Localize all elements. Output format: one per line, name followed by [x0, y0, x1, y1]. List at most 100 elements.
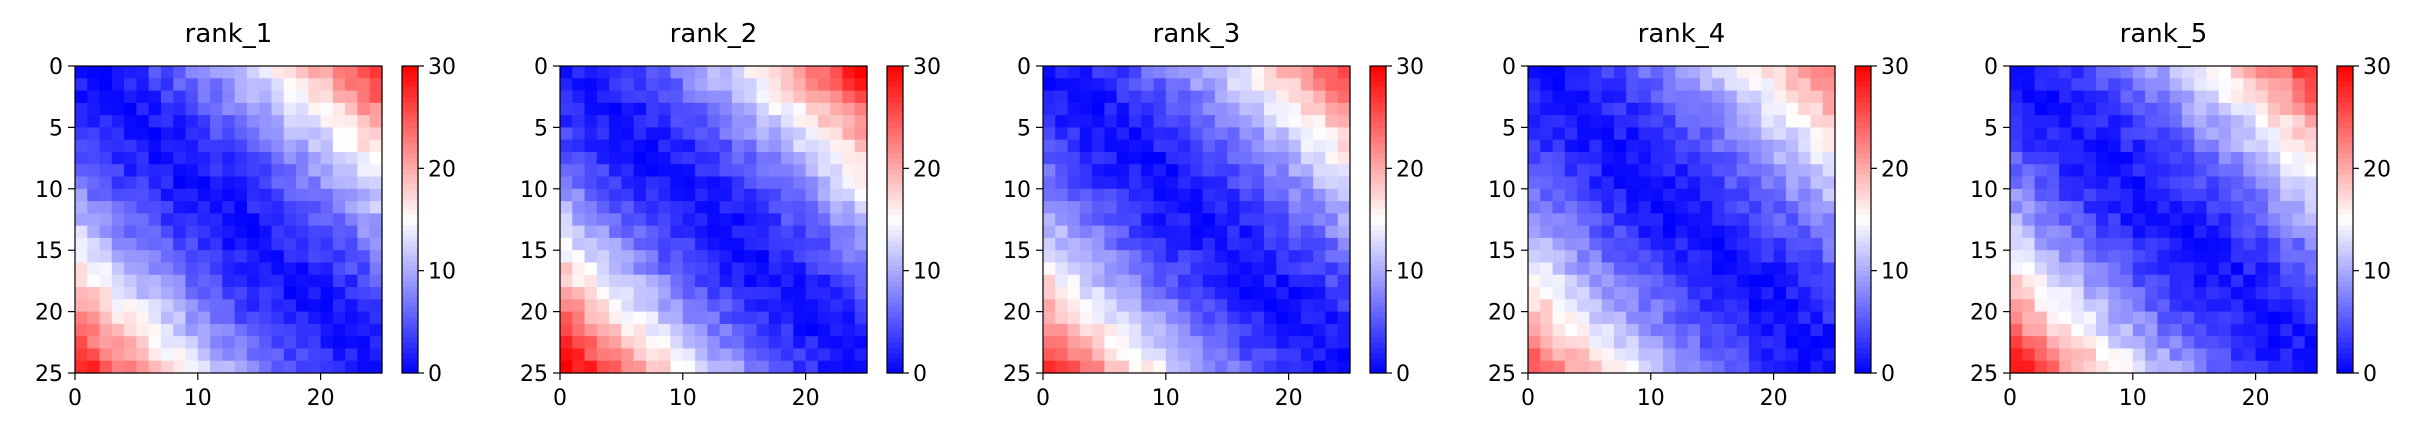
heatmap-cell — [1067, 299, 1081, 313]
heatmap-cell — [2108, 78, 2122, 92]
heatmap-cell — [1552, 274, 1566, 288]
heatmap-cell — [2194, 90, 2208, 104]
heatmap-cell — [2132, 213, 2146, 227]
heatmap-cell — [2292, 323, 2306, 337]
heatmap-cell — [670, 102, 684, 116]
colorbar-segment — [1855, 286, 1871, 292]
heatmap-cell — [1798, 299, 1812, 313]
heatmap-cell — [1116, 287, 1130, 300]
heatmap-cell — [817, 213, 831, 227]
heatmap-cell — [259, 311, 273, 325]
heatmap-cell — [136, 164, 150, 178]
heatmap-cell — [1190, 360, 1204, 374]
heatmap-cell — [1104, 90, 1118, 104]
heatmap-cell — [707, 115, 721, 128]
heatmap-cell — [670, 360, 684, 374]
heatmap-cell — [148, 151, 162, 165]
heatmap-cell — [1724, 176, 1738, 190]
heatmap-cell — [1540, 176, 1554, 190]
heatmap-cell — [1724, 66, 1738, 79]
heatmap-cell — [744, 139, 758, 153]
heatmap-cell — [1313, 164, 1327, 178]
heatmap-cell — [1165, 139, 1179, 153]
heatmap-cell — [1153, 102, 1167, 116]
heatmap-cell — [320, 213, 334, 227]
heatmap-cell — [1663, 115, 1676, 128]
heatmap-cell — [1822, 176, 1836, 190]
heatmap-cell — [1687, 176, 1701, 190]
heatmap-cell — [75, 66, 88, 79]
colorbar-segment — [1855, 291, 1871, 297]
heatmap-cell — [2218, 151, 2232, 165]
heatmap-cell — [2145, 274, 2158, 288]
heatmap-cell — [2120, 151, 2134, 165]
heatmap-cell — [1153, 287, 1167, 300]
heatmap-cell — [1552, 164, 1566, 178]
heatmap-cell — [369, 139, 383, 153]
heatmap-cell — [658, 127, 672, 141]
heatmap-cell — [1822, 201, 1836, 214]
heatmap-cell — [1239, 262, 1253, 276]
heatmap-cell — [1650, 115, 1664, 128]
heatmap-cell — [111, 287, 125, 300]
heatmap-cell — [719, 250, 733, 264]
heatmap-cell — [2120, 274, 2134, 288]
heatmap-cell — [1650, 127, 1664, 141]
heatmap-cell — [2181, 250, 2195, 264]
heatmap-cell — [2022, 348, 2036, 362]
heatmap-cell — [609, 188, 622, 202]
heatmap-cell — [197, 115, 211, 128]
heatmap-cell — [1251, 66, 1265, 79]
heatmap-cell — [1141, 287, 1155, 300]
heatmap-cell — [2169, 299, 2183, 313]
heatmap-cell — [1067, 90, 1081, 104]
heatmap-cell — [185, 336, 199, 350]
heatmap-cell — [234, 139, 248, 153]
heatmap-cell — [2194, 262, 2208, 276]
heatmap-cell — [1178, 115, 1191, 128]
x-tick-label: 20 — [792, 386, 820, 411]
heatmap-cell — [2071, 151, 2085, 165]
heatmap-cell — [2206, 188, 2220, 202]
colorbar-segment — [1370, 163, 1386, 169]
colorbar-segment — [1855, 265, 1871, 272]
heatmap-cell — [320, 115, 334, 128]
heatmap-cell — [2304, 287, 2318, 300]
heatmap-cell — [2071, 102, 2085, 116]
heatmap-cell — [332, 127, 346, 141]
heatmap-cell — [75, 115, 88, 128]
colorbar-segment — [1855, 193, 1871, 200]
heatmap-cell — [1337, 336, 1351, 350]
heatmap-cell — [2280, 139, 2294, 153]
heatmap-cell — [1165, 164, 1179, 178]
heatmap-cell — [1079, 213, 1093, 227]
heatmap-cell — [87, 102, 101, 116]
heatmap-cell — [2059, 115, 2072, 128]
heatmap-cell — [185, 115, 199, 128]
heatmap-cell — [609, 213, 622, 227]
heatmap-cell — [1067, 250, 1081, 264]
heatmap-cell — [658, 274, 672, 288]
heatmap-cell — [1528, 323, 1541, 337]
heatmap-cell — [1128, 360, 1142, 374]
axes-frame — [74, 65, 383, 374]
heatmap-cell — [1822, 360, 1836, 374]
colorbar-segment — [402, 66, 418, 72]
heatmap-cell — [345, 225, 359, 239]
heatmap-cell — [1650, 336, 1664, 350]
heatmap-cell — [2071, 201, 2085, 214]
heatmap-cell — [2046, 323, 2060, 337]
heatmap-cell — [817, 311, 831, 325]
heatmap-cell — [1239, 311, 1253, 325]
heatmap-cell — [99, 176, 113, 190]
heatmap-cell — [160, 102, 174, 116]
heatmap-cell — [707, 348, 721, 362]
heatmap-cell — [1626, 139, 1640, 153]
heatmap-cell — [1613, 336, 1627, 350]
heatmap-cell — [1626, 66, 1640, 79]
heatmap-cell — [830, 323, 844, 337]
heatmap-cell — [1128, 164, 1142, 178]
heatmap-cell — [1712, 250, 1726, 264]
heatmap-cell — [197, 348, 211, 362]
heatmap-cell — [1313, 188, 1327, 202]
